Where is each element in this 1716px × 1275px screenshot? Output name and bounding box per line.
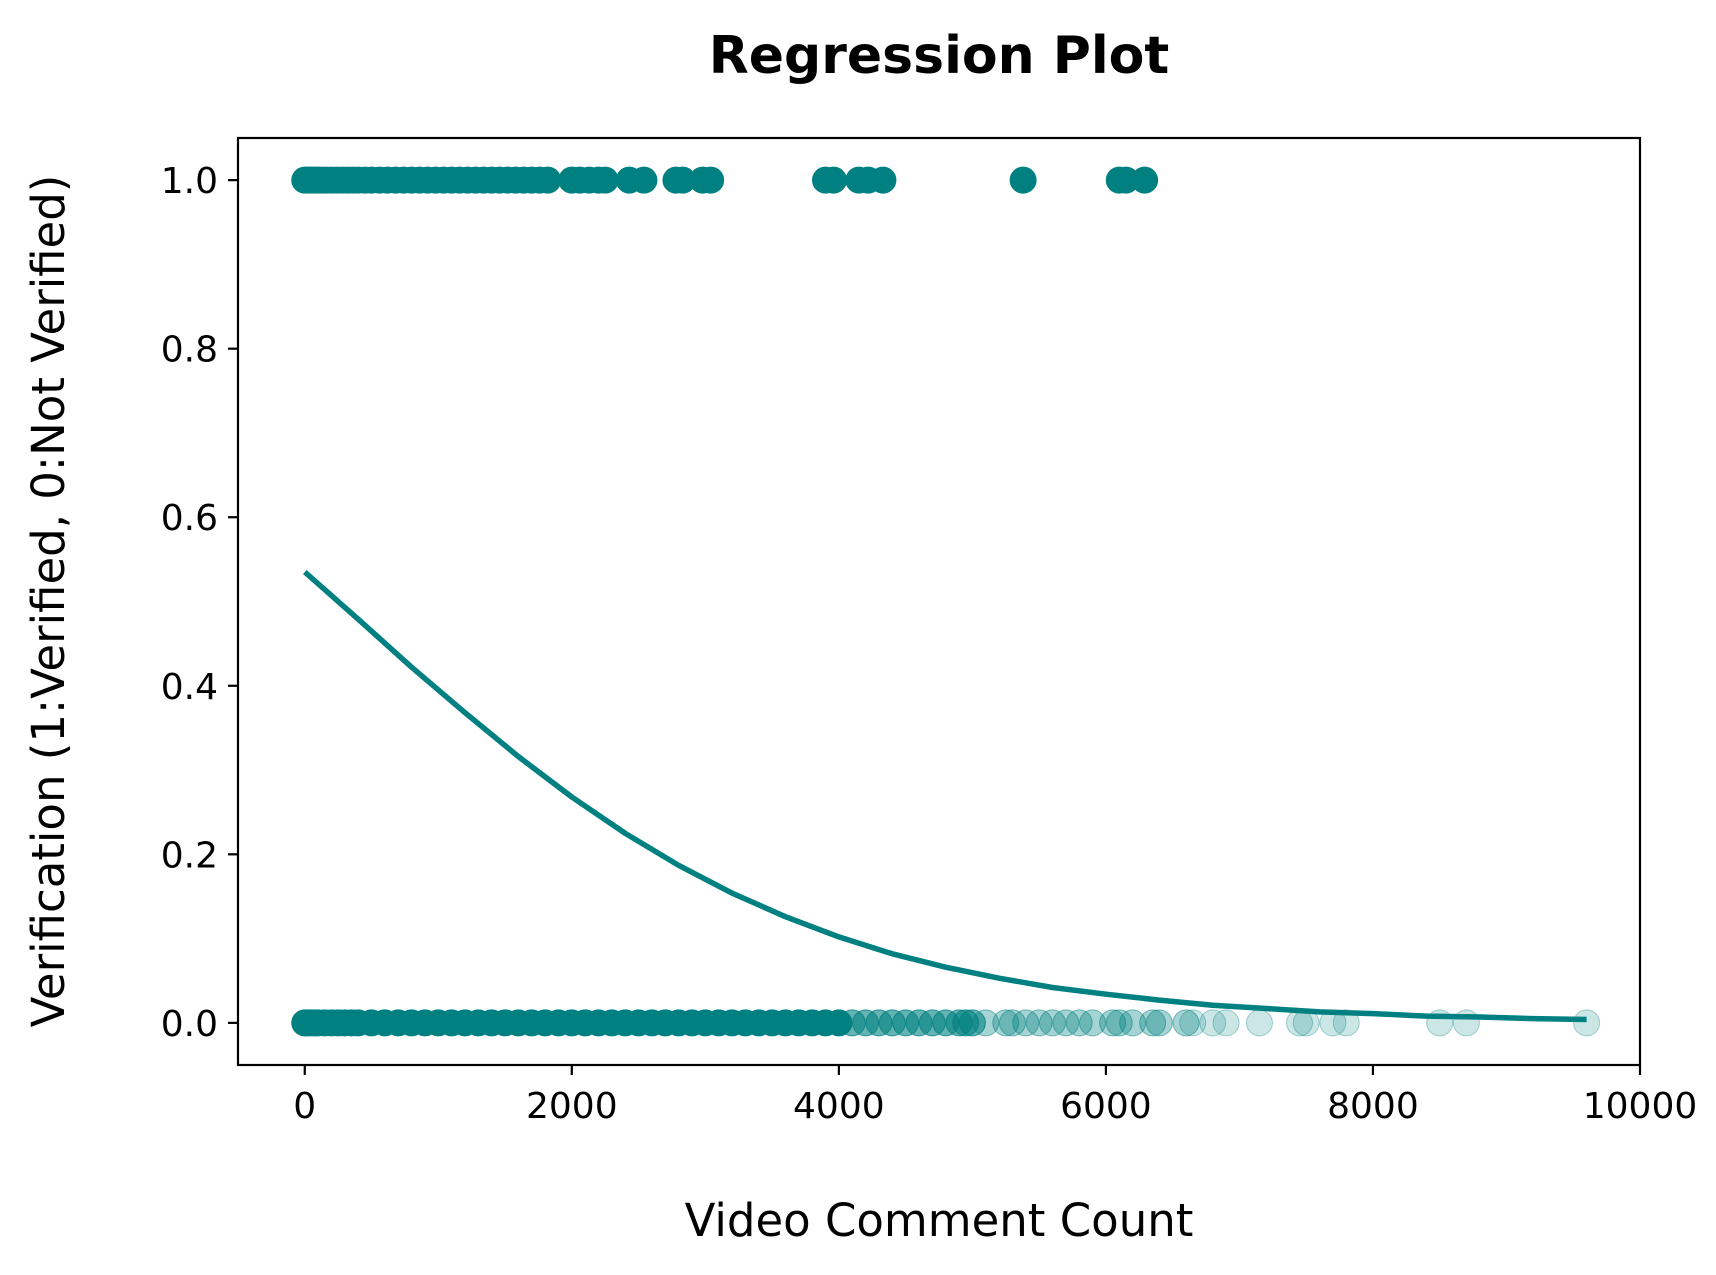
data-point-not-verified [1179, 1009, 1207, 1037]
data-point-not-verified [1573, 1009, 1601, 1037]
y-tick-label: 0.2 [161, 835, 218, 876]
x-tick-label: 0 [293, 1086, 316, 1127]
x-tick-label: 8000 [1327, 1086, 1419, 1127]
data-point-not-verified [1212, 1009, 1240, 1037]
data-point-not-verified [1245, 1009, 1273, 1037]
y-tick-label: 0.0 [161, 1004, 218, 1045]
data-point-not-verified [1119, 1009, 1147, 1037]
logistic-fit-line [302, 569, 1587, 1023]
data-point-not-verified [1139, 1009, 1167, 1037]
x-tick-label: 2000 [526, 1086, 618, 1127]
data-point-verified [820, 166, 848, 194]
data-point-verified [534, 166, 562, 194]
data-point-not-verified [992, 1009, 1020, 1037]
data-point-verified [591, 166, 619, 194]
x-tick-label: 4000 [793, 1086, 885, 1127]
data-point-not-verified [1099, 1009, 1127, 1037]
data-point-verified [1009, 166, 1037, 194]
data-marker-layer [291, 166, 1601, 1037]
y-tick-label: 1.0 [161, 161, 218, 202]
tick-layer: 0 2000 4000 6000 8000 10000 0.0 0.2 0.4 0.6 0.8 1.0 [161, 161, 1698, 1127]
x-tick-label: 6000 [1060, 1086, 1152, 1127]
data-point-verified [1131, 166, 1159, 194]
y-tick-label: 0.4 [161, 667, 218, 708]
plot-area [238, 138, 1640, 1065]
y-tick-label: 0.6 [161, 498, 218, 539]
x-axis-label: Video Comment Count [685, 1194, 1194, 1247]
data-point-not-verified [972, 1009, 1000, 1037]
data-point-not-verified [1199, 1009, 1227, 1037]
data-point-not-verified [1145, 1009, 1173, 1037]
data-point-verified [697, 166, 725, 194]
axes-frame [236, 136, 1642, 1067]
data-point-verified [869, 166, 897, 194]
data-point-not-verified [1332, 1009, 1360, 1037]
chart-title: Regression Plot [709, 26, 1170, 86]
y-axis-label: Verification (1:Verified, 0:Not Verified… [22, 175, 75, 1028]
data-point-not-verified [1452, 1009, 1480, 1037]
data-point-not-verified [1079, 1009, 1107, 1037]
data-point-not-verified [1172, 1009, 1200, 1037]
x-tick-label: 10000 [1583, 1086, 1698, 1127]
data-point-verified [630, 166, 658, 194]
y-tick-label: 0.8 [161, 330, 218, 371]
fit-line-layer [302, 569, 1587, 1023]
